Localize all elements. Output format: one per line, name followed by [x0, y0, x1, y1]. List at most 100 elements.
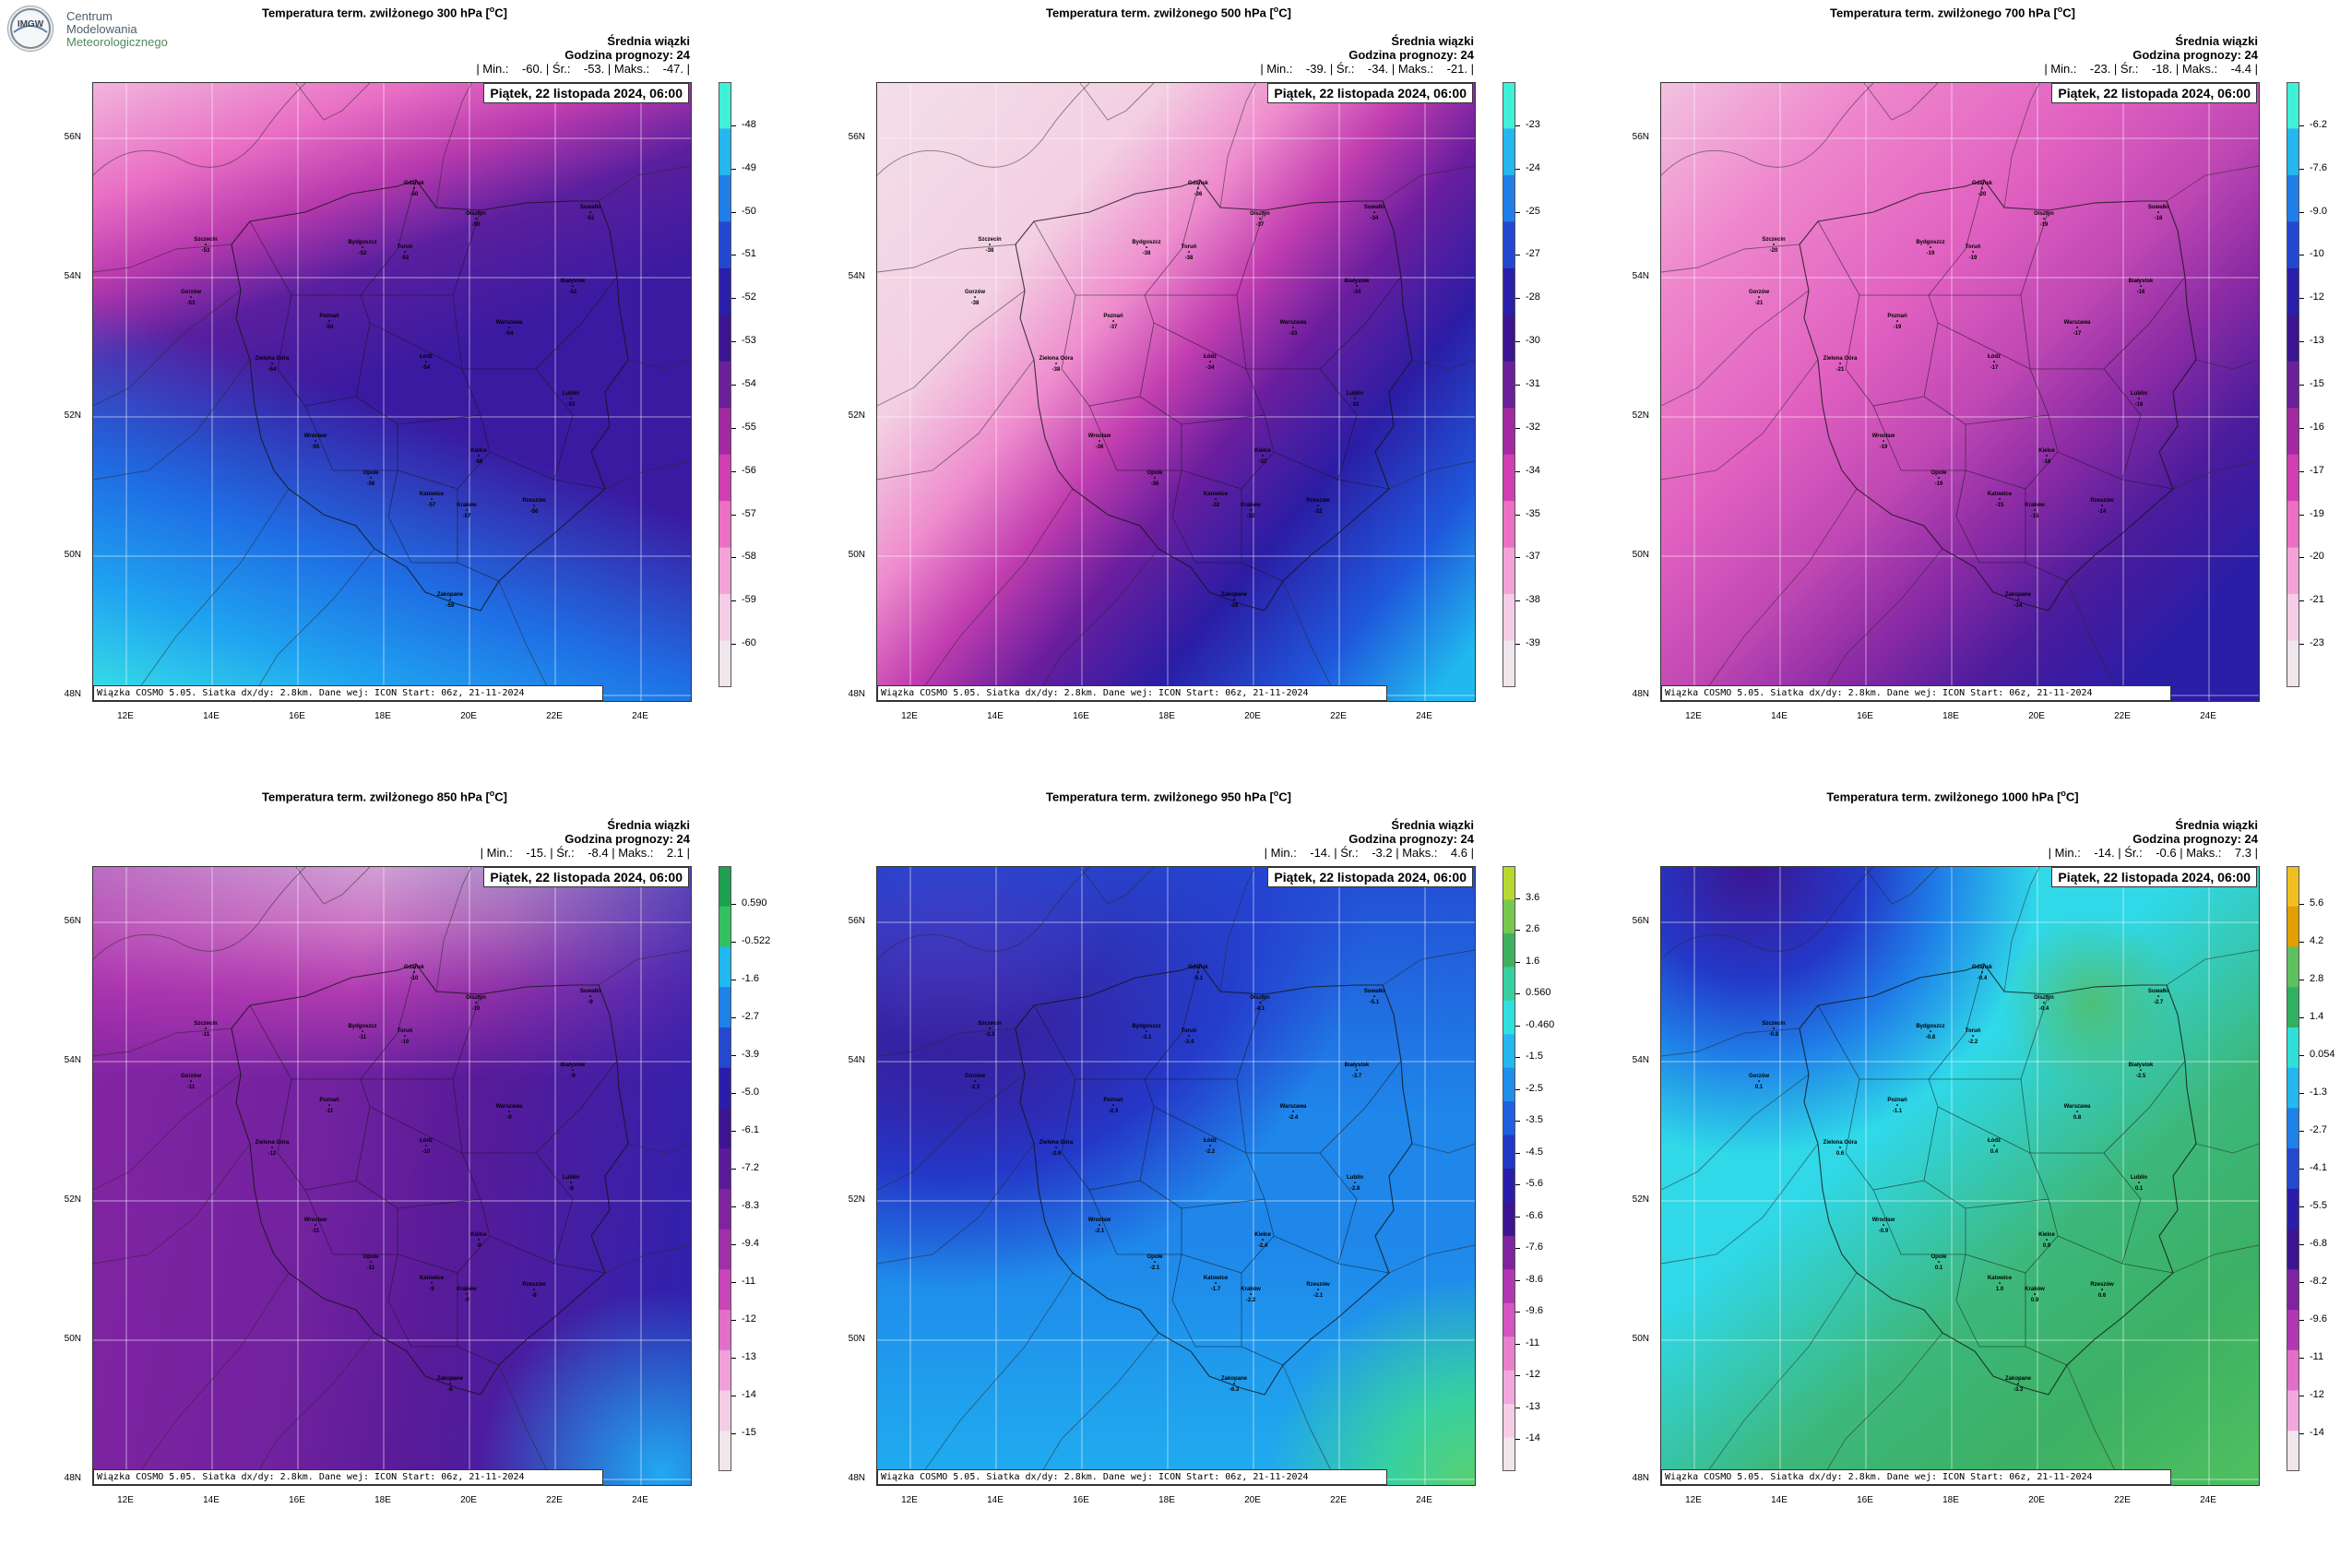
colorbar-tick	[731, 1282, 736, 1283]
colorbar-label: 5.6	[2310, 897, 2324, 909]
city-marker: Białystok • -16	[2129, 279, 2154, 295]
ensemble-mean-label: Średnia wiązki	[607, 818, 690, 832]
city-marker: Rzeszów • -32	[1306, 498, 1329, 515]
country-border	[2166, 165, 2259, 202]
city-name: Olsztyn	[466, 995, 486, 1001]
country-border	[913, 1272, 1074, 1485]
colorbar-swatch	[1503, 967, 1515, 1002]
city-value: -9	[476, 1243, 481, 1249]
city-marker: Gorzów • 0.1	[1749, 1074, 1769, 1090]
longitude-label: 18E	[1158, 711, 1175, 721]
longitude-label: 16E	[1073, 1495, 1089, 1505]
city-dot-icon: •	[1098, 439, 1101, 445]
city-name: Poznań	[1887, 314, 1907, 319]
city-value: -2.3	[969, 1085, 980, 1090]
colorbar-tick	[2299, 168, 2304, 170]
forecast-hour-label: Godzina prognozy: 24	[1348, 832, 1474, 846]
colorbar-swatch	[719, 128, 731, 176]
city-value: -3.4	[1183, 1039, 1194, 1045]
city-marker: Rzeszów • -14	[2090, 498, 2113, 515]
ensemble-mean-label: Średnia wiązki	[1391, 818, 1474, 832]
colorbar-swatch	[1503, 501, 1515, 549]
city-marker: Gdańsk • -5.1	[1188, 965, 1208, 981]
city-name: Szczecin	[1762, 237, 1786, 243]
city-name: Suwałki	[1363, 205, 1385, 210]
poland-border	[1799, 963, 2197, 1396]
colorbar-swatch	[2287, 987, 2299, 1028]
city-dot-icon: •	[424, 1144, 428, 1149]
city-marker: Toruń • -52	[398, 244, 413, 261]
city-value: 0.9	[2030, 1298, 2039, 1303]
city-dot-icon: •	[988, 1027, 992, 1032]
city-dot-icon: •	[2156, 210, 2160, 216]
poland-border	[231, 179, 629, 612]
city-name: Zakopane	[2004, 592, 2032, 598]
city-dot-icon: •	[2033, 508, 2037, 514]
colorbar-label: -12	[2310, 291, 2324, 303]
map-panel: Temperatura term. zwilżonego 950 hPa [oC…	[784, 784, 1568, 1568]
latitude-label: 50N	[64, 550, 81, 560]
city-marker: Białystok • -2.5	[2129, 1063, 2154, 1079]
country-border	[1863, 867, 1939, 905]
city-marker: Bydgoszcz • -11	[348, 1024, 376, 1040]
longitude-label: 18E	[1942, 711, 1959, 721]
longitude-label: 14E	[203, 1495, 220, 1505]
latitude-label: 48N	[848, 689, 865, 699]
city-value: -6	[447, 1387, 453, 1393]
city-name: Suwałki	[2147, 205, 2169, 210]
city-name: Gorzów	[1749, 290, 1769, 295]
city-marker: Rzeszów • -8	[522, 1282, 545, 1299]
colorbar-swatch	[2287, 1067, 2299, 1109]
city-marker: Poznań • -37	[1103, 314, 1123, 330]
city-value: -54	[422, 365, 431, 371]
colorbar-label: -32	[1526, 421, 1540, 433]
colorbar-label: -12	[2310, 1389, 2324, 1400]
city-dot-icon: •	[1992, 1144, 1996, 1149]
colorbar-swatch	[2287, 1148, 2299, 1190]
city-dot-icon: •	[2100, 1288, 2104, 1293]
longitude-label: 18E	[374, 711, 391, 721]
voivodeship-border	[535, 368, 574, 481]
city-name: Kraków	[2025, 503, 2045, 508]
city-dot-icon: •	[1291, 1110, 1295, 1115]
colorbar-swatch	[719, 454, 731, 502]
valid-date-box: Piątek, 22 listopada 2024, 06:00	[1267, 867, 1473, 887]
title-unit-text: C]	[494, 790, 508, 804]
colorbar-tick	[731, 385, 736, 386]
city-name: Białystok	[2128, 1063, 2154, 1068]
title-unit-text: C]	[2062, 6, 2076, 20]
city-name: Suwałki	[579, 205, 601, 210]
country-border	[295, 83, 371, 121]
colorbar-tick	[2299, 341, 2304, 343]
city-name: Gorzów	[1749, 1074, 1769, 1079]
colorbar-swatch	[2287, 221, 2299, 269]
forecast-hour-label: Godzina prognozy: 24	[564, 832, 690, 846]
city-name: Opole	[362, 470, 379, 476]
voivodeship-border	[397, 414, 491, 490]
city-value: -21	[1754, 301, 1764, 306]
colorbar-label: -57	[742, 507, 756, 519]
city-value: -0.9	[1878, 1229, 1889, 1234]
city-value: -59	[445, 603, 455, 609]
colorbar-tick	[1515, 1312, 1520, 1313]
city-marker: Warszawa • -17	[2064, 320, 2091, 337]
country-border	[2003, 867, 2040, 992]
city-dot-icon: •	[1145, 245, 1148, 251]
map-panel: Temperatura term. zwilżonego 300 hPa [oC…	[0, 0, 784, 784]
city-dot-icon: •	[361, 245, 364, 251]
city-value: -2.5	[2135, 1074, 2146, 1079]
city-marker: Olsztyn • -50	[466, 211, 486, 228]
city-name: Katowice	[1987, 492, 2013, 497]
map-overlay	[93, 867, 691, 1485]
city-dot-icon: •	[424, 360, 428, 365]
city-value: -34	[1206, 365, 1215, 371]
city-name: Gorzów	[181, 1074, 201, 1079]
colorbar-tick	[2299, 1244, 2304, 1245]
colorbar-swatch	[719, 1431, 731, 1471]
country-border	[1661, 244, 1800, 273]
latitude-label: 56N	[1632, 132, 1649, 142]
city-marker: Katowice • -1.7	[1204, 1276, 1228, 1292]
colorbar-tick	[1515, 600, 1520, 602]
map-overlay	[877, 83, 1475, 701]
city-name: Rzeszów	[2090, 1282, 2114, 1288]
